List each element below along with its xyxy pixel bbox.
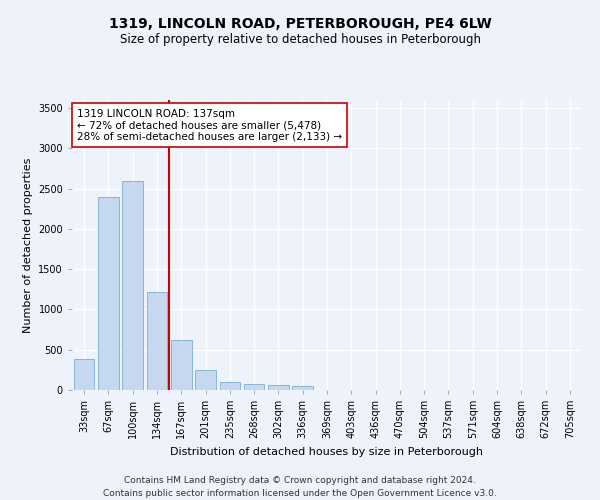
- Bar: [122, 180, 143, 390]
- Text: Size of property relative to detached houses in Peterborough: Size of property relative to detached ho…: [119, 32, 481, 46]
- Bar: [268, 385, 289, 390]
- Bar: [195, 370, 216, 390]
- Text: Contains HM Land Registry data © Crown copyright and database right 2024.
Contai: Contains HM Land Registry data © Crown c…: [103, 476, 497, 498]
- Bar: [171, 340, 191, 390]
- Bar: [98, 196, 119, 390]
- Bar: [220, 382, 240, 390]
- Bar: [146, 292, 167, 390]
- Text: 1319 LINCOLN ROAD: 137sqm
← 72% of detached houses are smaller (5,478)
28% of se: 1319 LINCOLN ROAD: 137sqm ← 72% of detac…: [77, 108, 342, 142]
- Bar: [244, 384, 265, 390]
- X-axis label: Distribution of detached houses by size in Peterborough: Distribution of detached houses by size …: [170, 446, 484, 456]
- Text: 1319, LINCOLN ROAD, PETERBOROUGH, PE4 6LW: 1319, LINCOLN ROAD, PETERBOROUGH, PE4 6L…: [109, 18, 491, 32]
- Y-axis label: Number of detached properties: Number of detached properties: [23, 158, 32, 332]
- Bar: [74, 358, 94, 390]
- Bar: [292, 386, 313, 390]
